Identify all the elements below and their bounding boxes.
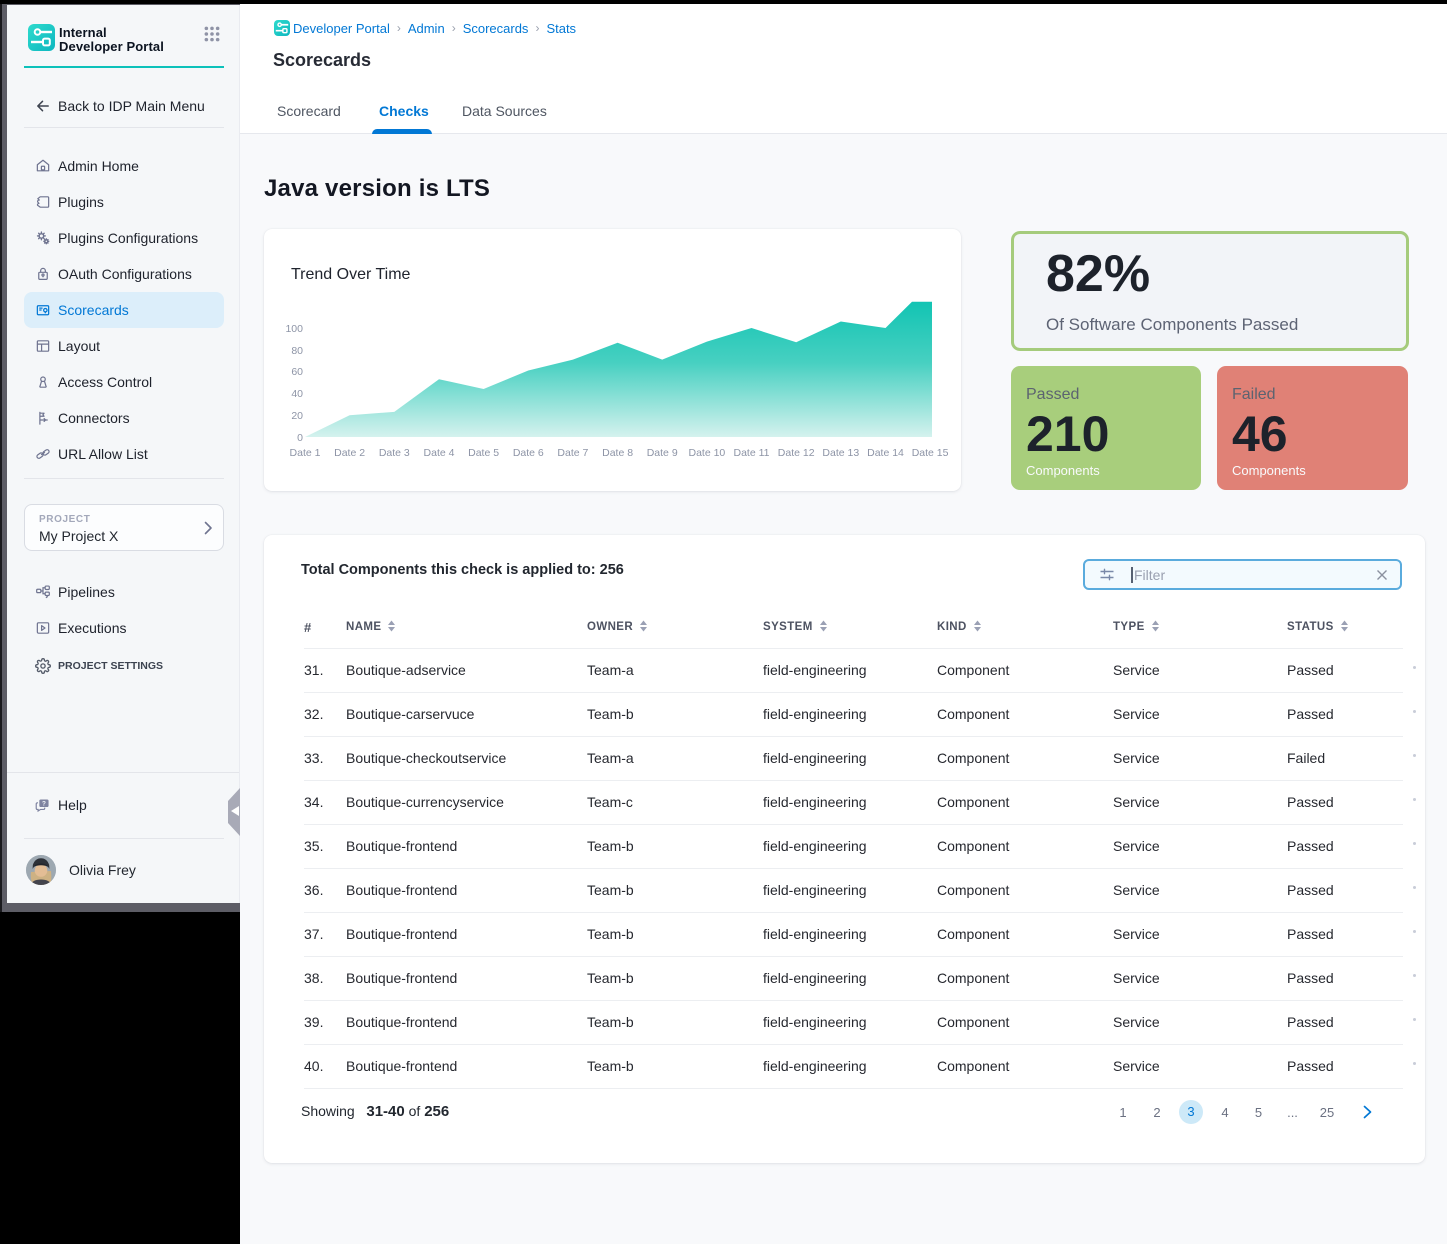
svg-text:Date 6: Date 6 [513, 447, 544, 459]
svg-text:Date 4: Date 4 [424, 447, 455, 459]
svg-text:Date 8: Date 8 [602, 447, 633, 459]
svg-text:Date 13: Date 13 [822, 447, 859, 459]
svg-text:Date 14: Date 14 [867, 447, 904, 459]
svg-text:0: 0 [297, 432, 303, 444]
svg-text:Date 2: Date 2 [334, 447, 365, 459]
svg-text:100: 100 [285, 323, 303, 335]
svg-text:Date 1: Date 1 [290, 447, 321, 459]
svg-text:Date 11: Date 11 [734, 447, 770, 459]
svg-text:Date 5: Date 5 [468, 447, 499, 459]
svg-text:?: ? [42, 800, 46, 807]
svg-text:Date 3: Date 3 [379, 447, 410, 459]
svg-text:80: 80 [291, 345, 303, 357]
svg-text:Date 10: Date 10 [689, 447, 726, 459]
svg-text:40: 40 [291, 388, 303, 400]
svg-text:Date 7: Date 7 [557, 447, 588, 459]
svg-text:60: 60 [291, 366, 303, 378]
svg-text:Date 9: Date 9 [647, 447, 678, 459]
svg-text:Date 15: Date 15 [912, 447, 949, 459]
svg-text:20: 20 [291, 410, 303, 422]
svg-text:Date 12: Date 12 [778, 447, 815, 459]
